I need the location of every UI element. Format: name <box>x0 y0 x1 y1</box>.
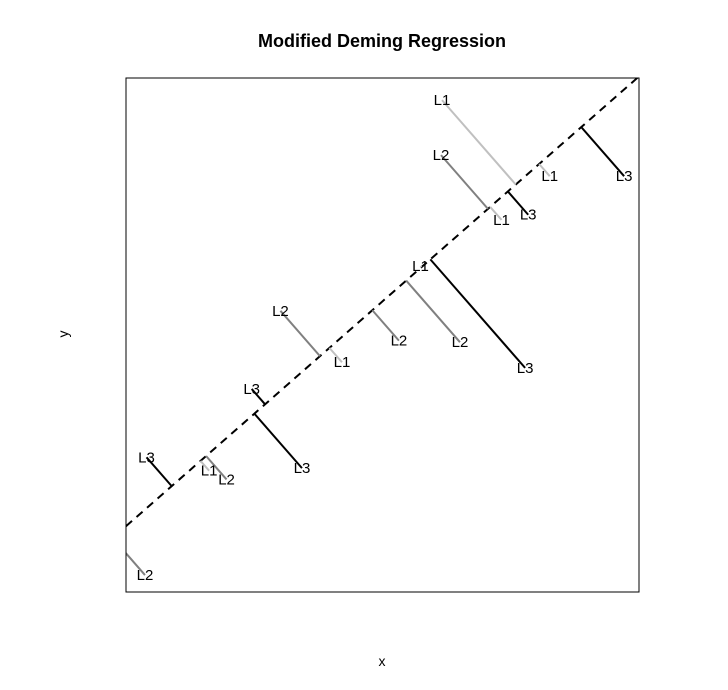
residual-segment-l3-4 <box>145 456 173 487</box>
residual-segment-l2-3 <box>371 309 400 342</box>
residual-segment-l2-4 <box>405 279 461 343</box>
point-label-l2-3: L2 <box>391 333 408 350</box>
plot-area <box>126 78 639 576</box>
point-label-l3-5: L3 <box>243 381 260 398</box>
point-label-l1-3: L1 <box>412 258 429 275</box>
point-label-l1-5: L1 <box>201 463 218 480</box>
residual-segment-l2-1 <box>440 154 489 210</box>
residual-segment-l1-3 <box>419 265 423 268</box>
point-label-l1-2: L1 <box>493 212 510 229</box>
point-label-l1-6: L1 <box>541 168 558 185</box>
residual-segment-l3-3 <box>429 258 526 369</box>
point-label-l3-3: L3 <box>517 360 534 377</box>
point-label-l2-4: L2 <box>452 334 469 351</box>
residual-segment-l1-6 <box>538 163 551 177</box>
x-axis-label: x <box>379 653 386 669</box>
residual-segment-l2-6 <box>205 455 228 481</box>
point-label-l3-2: L3 <box>616 168 633 185</box>
y-axis-label: y <box>55 331 71 338</box>
point-label-l3-4: L3 <box>138 449 155 466</box>
point-label-l1-4: L1 <box>334 354 351 371</box>
chart-title: Modified Deming Regression <box>258 31 506 51</box>
residual-segment-l3-2 <box>580 126 625 177</box>
point-label-l2-5: L2 <box>272 303 289 320</box>
residual-segment-l1-2 <box>489 206 503 221</box>
point-label-l3-6: L3 <box>294 460 311 477</box>
point-label-l2-2: L2 <box>137 567 154 584</box>
regression-line <box>126 78 639 527</box>
point-label-l2-1: L2 <box>433 147 450 164</box>
point-label-l2-6: L2 <box>218 471 235 488</box>
residual-segment-l3-1 <box>507 190 529 216</box>
residual-segment-l2-5 <box>279 310 321 357</box>
residual-segment-l2-2 <box>126 551 146 576</box>
residual-segment-l1-5 <box>199 460 210 472</box>
residual-segment-l1-4 <box>328 347 343 363</box>
residual-segment-l3-5 <box>250 388 266 405</box>
residual-segment-l3-6 <box>253 412 303 469</box>
point-label-l3-1: L3 <box>520 207 537 224</box>
point-label-l1-1: L1 <box>434 92 451 109</box>
residual-segment-l1-1 <box>441 99 517 186</box>
plot-frame <box>125 77 640 593</box>
